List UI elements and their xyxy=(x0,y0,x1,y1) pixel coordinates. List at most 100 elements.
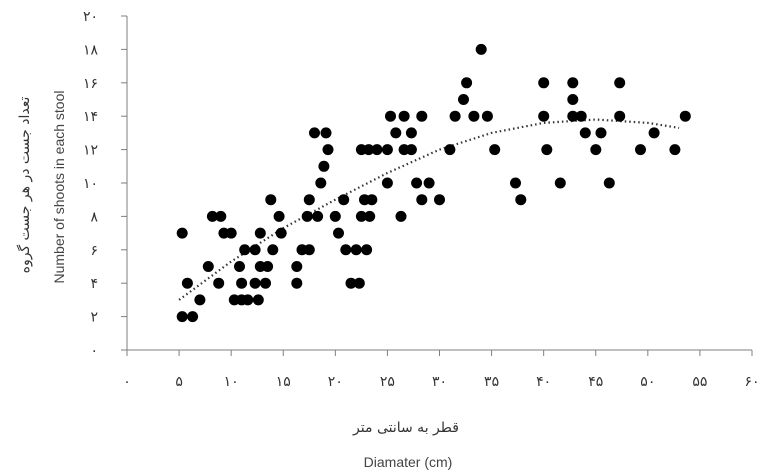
data-point xyxy=(434,194,445,206)
data-point xyxy=(635,144,646,156)
x-tick-label: ۳۰ xyxy=(432,374,447,390)
data-point xyxy=(273,210,285,222)
data-point xyxy=(320,127,332,139)
data-point xyxy=(249,244,261,256)
data-point xyxy=(275,227,287,239)
data-point xyxy=(234,261,245,272)
y-tick-label: ۰ xyxy=(90,343,98,359)
y-axis-ticks: ۰ ۲ ۴ ۶ ۸ ۱۰ ۱۲ ۱۴ ۱۶ ۱۸ ۲۰ xyxy=(83,9,127,359)
x-axis-ticks: ۰ ۵ ۱۰ ۱۵ ۲۰ ۲۵ ۳۰ ۳۵ ۴۰ ۴۵ ۵۰ ۵۵ ۶۰ xyxy=(123,350,760,390)
data-point xyxy=(303,194,315,206)
x-axis-title-persian: قطر به سانتی متر xyxy=(352,420,459,436)
data-point xyxy=(262,261,274,272)
data-point xyxy=(590,144,602,156)
data-point xyxy=(187,311,199,323)
data-point xyxy=(176,311,188,323)
trendline xyxy=(178,118,680,301)
plot-area: ۰ ۲ ۴ ۶ ۸ ۱۰ ۱۲ ۱۴ ۱۶ ۱۸ ۲۰ ۰ ۵ ۱۰ ۱۵ ۲۰ ۲۵ ۳۰ ۳۵ ۴۰ ۴۵ ۵۰ ۵۵… xyxy=(83,9,760,390)
y-tick-label: ۱۲ xyxy=(83,143,98,159)
data-point xyxy=(567,94,579,105)
data-point xyxy=(648,127,660,139)
data-point xyxy=(252,294,264,306)
data-point xyxy=(405,144,417,156)
y-axis-title-persian: تعداد جست در هر جست گروه xyxy=(16,97,33,274)
data-point xyxy=(416,194,428,206)
x-tick-label: ۳۵ xyxy=(484,374,499,390)
data-point xyxy=(303,244,315,256)
data-point xyxy=(579,127,591,139)
data-point xyxy=(242,294,254,306)
x-tick-label: ۴۰ xyxy=(536,374,551,390)
data-point xyxy=(318,160,330,172)
data-point xyxy=(267,244,279,256)
data-point xyxy=(371,144,383,156)
data-point xyxy=(468,110,480,122)
data-point xyxy=(603,177,615,189)
x-tick-label: ۲۰ xyxy=(328,374,343,390)
y-tick-label: ۱۸ xyxy=(83,42,99,58)
data-point xyxy=(395,210,407,222)
data-point xyxy=(265,194,277,206)
data-point xyxy=(340,244,352,256)
data-point xyxy=(614,77,626,89)
data-point xyxy=(679,110,691,122)
data-point xyxy=(510,177,521,189)
data-point xyxy=(385,110,396,122)
data-point xyxy=(575,110,587,122)
data-point xyxy=(236,277,248,289)
data-point xyxy=(176,227,188,239)
data-point xyxy=(206,210,218,222)
x-tick-label: ۴۵ xyxy=(588,374,603,390)
data-point xyxy=(489,144,501,156)
data-point xyxy=(449,110,461,122)
data-point xyxy=(338,194,350,206)
x-tick-label: ۱۰ xyxy=(224,374,239,390)
data-point xyxy=(291,261,303,272)
data-point xyxy=(614,110,626,122)
data-point xyxy=(291,277,303,289)
x-tick-label: ۵۰ xyxy=(640,374,655,390)
data-point xyxy=(366,194,378,206)
x-tick-label: ۱۵ xyxy=(276,374,291,390)
data-point xyxy=(239,244,251,256)
y-tick-label: ۴ xyxy=(90,276,98,292)
data-point xyxy=(398,110,410,122)
data-point xyxy=(461,77,473,89)
data-point xyxy=(213,277,225,289)
y-tick-label: ۱۶ xyxy=(83,76,98,92)
data-point xyxy=(329,210,341,222)
data-point xyxy=(416,110,428,122)
data-point xyxy=(345,277,357,289)
data-point xyxy=(381,177,393,189)
data-point xyxy=(181,277,193,289)
x-tick-label: ۶۰ xyxy=(744,374,759,390)
data-point xyxy=(669,144,681,156)
data-point xyxy=(194,294,206,306)
data-point xyxy=(322,144,334,156)
y-tick-label: ۶ xyxy=(90,243,98,259)
data-point xyxy=(458,94,469,105)
data-point xyxy=(309,127,320,139)
data-point xyxy=(361,244,373,256)
data-point xyxy=(333,227,344,239)
data-point xyxy=(423,177,435,189)
data-point xyxy=(225,227,237,239)
data-point xyxy=(541,144,553,156)
data-point xyxy=(481,110,493,122)
data-point xyxy=(405,127,417,139)
data-point xyxy=(301,210,313,222)
data-point xyxy=(202,261,214,272)
x-tick-label: ۵۵ xyxy=(692,374,707,390)
data-point xyxy=(595,127,607,139)
y-tick-label: ۸ xyxy=(90,209,98,225)
x-axis-title-english: Diamater (cm) xyxy=(364,454,453,470)
data-point xyxy=(538,110,550,122)
x-tick-label: ۰ xyxy=(123,374,131,390)
y-tick-label: ۲ xyxy=(90,310,98,326)
data-point xyxy=(355,210,367,222)
data-point xyxy=(254,227,266,239)
data-point xyxy=(567,110,579,122)
y-tick-label: ۱۴ xyxy=(83,109,98,125)
data-point xyxy=(444,144,456,156)
data-point xyxy=(353,277,365,289)
